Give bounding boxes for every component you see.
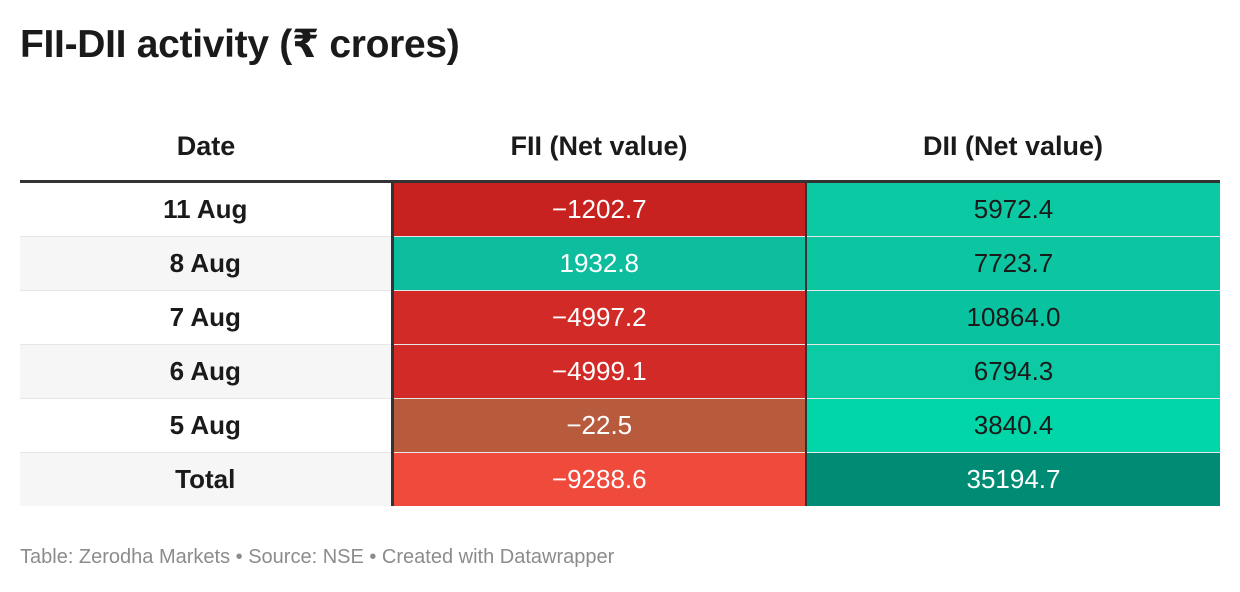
fii-value-cell: −22.5 (392, 398, 807, 453)
dii-total-cell: 35194.7 (806, 452, 1220, 506)
fii-total-cell: −9288.6 (392, 452, 807, 506)
dii-value-cell: 6794.3 (806, 344, 1220, 399)
total-label-cell: Total (20, 452, 394, 506)
header-row: Date FII (Net value) DII (Net value) (20, 112, 1220, 183)
date-cell: 5 Aug (20, 398, 394, 453)
column-header-date: Date (20, 112, 392, 183)
fii-value-cell: 1932.8 (392, 236, 807, 291)
dii-value-cell: 7723.7 (806, 236, 1220, 291)
table-row: 11 Aug −1202.7 5972.4 (20, 181, 1220, 237)
table-footer-credits: Table: Zerodha Markets • Source: NSE • C… (20, 546, 615, 568)
dii-value-cell: 3840.4 (806, 398, 1220, 453)
column-header-dii: DII (Net value) (806, 112, 1220, 183)
dii-value-cell: 10864.0 (806, 290, 1220, 345)
fii-value-cell: −4997.2 (392, 290, 807, 345)
table-row: 5 Aug −22.5 3840.4 (20, 398, 1220, 453)
chart-title: FII-DII activity (₹ crores) (20, 23, 460, 66)
fii-dii-table: Date FII (Net value) DII (Net value) 11 … (20, 112, 1220, 506)
table-row: 6 Aug −4999.1 6794.3 (20, 344, 1220, 399)
fii-value-cell: −1202.7 (392, 181, 807, 237)
table-row: 7 Aug −4997.2 10864.0 (20, 290, 1220, 345)
table-row: 8 Aug 1932.8 7723.7 (20, 236, 1220, 291)
date-cell: 11 Aug (20, 181, 394, 237)
date-cell: 6 Aug (20, 344, 394, 399)
dii-value-cell: 5972.4 (806, 181, 1220, 237)
date-cell: 7 Aug (20, 290, 394, 345)
fii-value-cell: −4999.1 (392, 344, 807, 399)
date-cell: 8 Aug (20, 236, 394, 291)
total-row: Total −9288.6 35194.7 (20, 452, 1220, 506)
column-header-fii: FII (Net value) (392, 112, 806, 183)
